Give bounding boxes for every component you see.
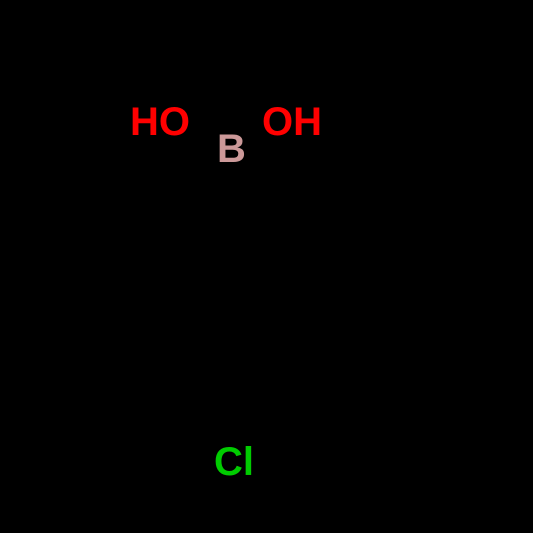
chlorine-label: Cl xyxy=(214,440,254,485)
hydroxyl-1-label: HO xyxy=(130,100,190,145)
boron-label: B xyxy=(217,127,246,172)
molecule-diagram xyxy=(0,0,533,533)
hydroxyl-2-label: OH xyxy=(262,100,322,145)
